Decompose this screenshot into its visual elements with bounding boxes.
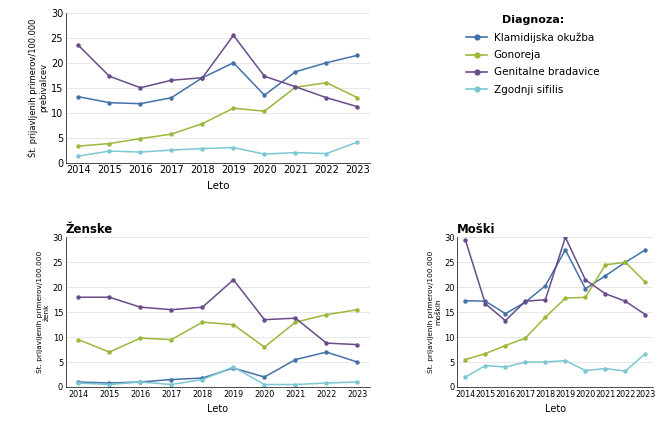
Text: Moški: Moški <box>457 223 496 236</box>
X-axis label: Leto: Leto <box>207 404 228 415</box>
X-axis label: Leto: Leto <box>207 181 229 191</box>
Text: Ženske: Ženske <box>66 223 114 236</box>
Y-axis label: Št. prijavljenih primerov/100.000
prebivalcev: Št. prijavljenih primerov/100.000 prebiv… <box>27 18 48 157</box>
Legend: Klamidijska okužba, Gonoreja, Genitalne bradavice, Zgodnji sifilis: Klamidijska okužba, Gonoreja, Genitalne … <box>467 15 599 95</box>
Y-axis label: Št. prijavljenih primerov/100.000
moških: Št. prijavljenih primerov/100.000 moških <box>426 251 441 373</box>
X-axis label: Leto: Leto <box>544 404 566 415</box>
Y-axis label: Št. prijavljenih primerov/100.000
ženk: Št. prijavljenih primerov/100.000 ženk <box>36 251 50 373</box>
